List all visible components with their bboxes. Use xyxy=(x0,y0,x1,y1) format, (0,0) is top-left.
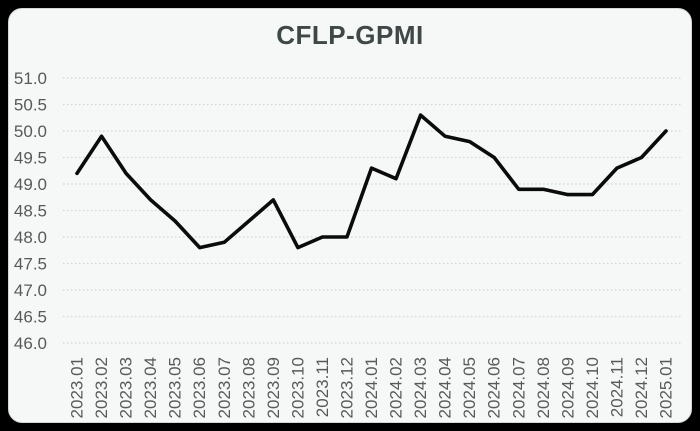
y-tick-label: 50.5 xyxy=(14,95,47,114)
x-axis-labels: 2023.01 2023.02 2023.03 2023.04 2023.05 2023.… xyxy=(68,357,676,418)
x-tick-label: 2023.02 xyxy=(92,357,111,418)
x-tick-label: 2025.01 xyxy=(657,357,676,418)
gridlines xyxy=(63,77,683,344)
x-tick-label: 2023.09 xyxy=(264,357,283,418)
y-tick-label: 49.0 xyxy=(14,175,47,194)
x-tick-label: 2023.06 xyxy=(190,357,209,418)
x-tick-label: 2023.05 xyxy=(166,357,185,418)
x-tick-label: 2024.05 xyxy=(460,357,479,418)
x-tick-label: 2023.08 xyxy=(239,357,258,418)
chart-panel xyxy=(8,8,692,423)
x-tick-label: 2024.01 xyxy=(362,357,381,418)
x-tick-label: 2023.01 xyxy=(68,357,87,418)
y-tick-label: 51.0 xyxy=(14,69,47,88)
chart-title: CFLP-GPMI xyxy=(276,20,424,50)
x-tick-label: 2024.08 xyxy=(534,357,553,418)
y-tick-label: 48.0 xyxy=(14,228,47,247)
y-tick-label: 46.5 xyxy=(14,307,47,326)
y-axis-labels: 51.0 50.5 50.0 49.5 49.0 48.5 48.0 47.5 47.0 46.5… xyxy=(14,69,47,353)
x-tick-label: 2024.06 xyxy=(485,357,504,418)
x-tick-label: 2023.07 xyxy=(215,357,234,418)
y-tick-label: 50.0 xyxy=(14,122,47,141)
series-line xyxy=(75,113,668,250)
x-tick-label: 2024.12 xyxy=(632,357,651,418)
x-tick-label: 2024.07 xyxy=(509,357,528,418)
x-tick-label: 2024.09 xyxy=(558,357,577,418)
x-tick-label: 2024.03 xyxy=(411,357,430,418)
x-tick-label: 2023.04 xyxy=(141,357,160,418)
x-tick-label: 2023.11 xyxy=(313,357,332,417)
x-tick-label: 2023.10 xyxy=(288,357,307,418)
x-tick-label: 2024.10 xyxy=(583,357,602,418)
y-tick-label: 49.5 xyxy=(14,148,47,167)
x-tick-label: 2024.11 xyxy=(607,357,626,417)
y-tick-label: 46.0 xyxy=(14,334,47,353)
y-tick-label: 47.0 xyxy=(14,281,47,300)
x-tick-label: 2023.03 xyxy=(117,357,136,418)
x-tick-label: 2024.04 xyxy=(436,357,455,418)
y-tick-label: 48.5 xyxy=(14,201,47,220)
x-tick-label: 2024.02 xyxy=(387,357,406,418)
y-tick-label: 47.5 xyxy=(14,254,47,273)
x-tick-label: 2023.12 xyxy=(337,357,356,418)
